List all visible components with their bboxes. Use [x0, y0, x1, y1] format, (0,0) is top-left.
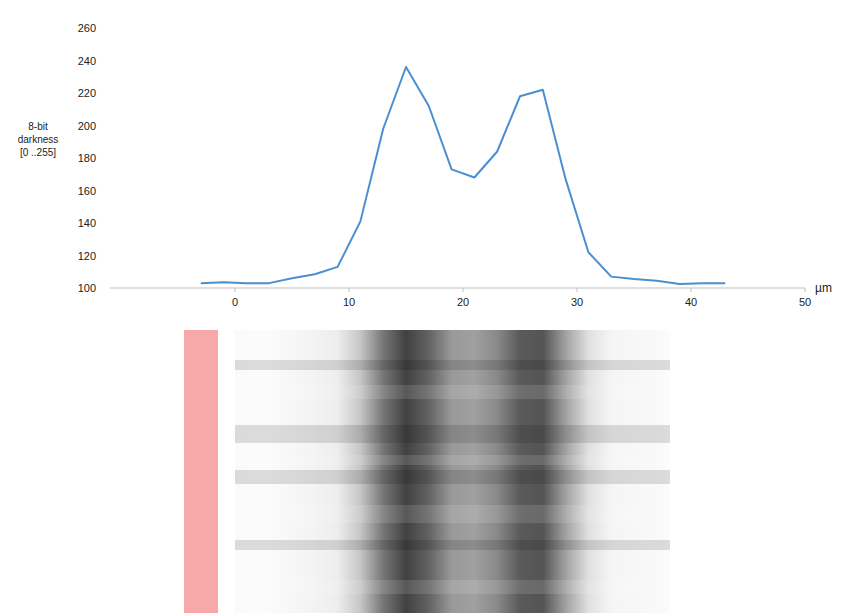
texture-streak — [235, 540, 670, 550]
x-tick-label: 20 — [457, 296, 469, 308]
y-tick — [106, 158, 110, 159]
y-tick-label: 260 — [78, 22, 96, 34]
x-tick — [463, 288, 464, 292]
y-tick-label: 120 — [78, 250, 96, 262]
texture-streak — [235, 455, 670, 465]
x-tick-label: 0 — [232, 296, 238, 308]
y-axis-title: 8-bit darkness [0 ..255] — [18, 121, 59, 158]
line — [201, 67, 725, 284]
y-tick-label: 160 — [78, 185, 96, 197]
y-tick — [106, 60, 110, 61]
y-tick-label: 180 — [78, 152, 96, 164]
y-tick — [106, 125, 110, 126]
texture-streak — [235, 470, 670, 484]
x-tick — [235, 288, 236, 292]
texture-streak — [235, 360, 670, 370]
x-tick-label: 40 — [685, 296, 697, 308]
x-tick-label: 50 — [799, 296, 811, 308]
y-tick — [106, 93, 110, 94]
texture-streak — [235, 505, 670, 523]
x-tick-label: 10 — [343, 296, 355, 308]
micrograph-texture — [235, 360, 670, 594]
plot-area — [201, 67, 725, 284]
y-tick — [106, 288, 110, 289]
y-tick — [106, 190, 110, 191]
y-tick — [106, 255, 110, 256]
y-tick — [106, 28, 110, 29]
y-tick-label: 220 — [78, 87, 96, 99]
y-tick-label: 240 — [78, 55, 96, 67]
y-tick-label: 100 — [78, 282, 96, 294]
x-tick — [691, 288, 692, 292]
y-axis-title-line: [0 ..255] — [20, 147, 56, 158]
texture-streak — [235, 580, 670, 594]
micrograph — [235, 330, 670, 613]
x-tick — [349, 288, 350, 292]
x-tick-label: 30 — [571, 296, 583, 308]
texture-streak — [235, 425, 670, 443]
y-axis-title-line: darkness — [18, 134, 59, 145]
y-tick-label: 140 — [78, 217, 96, 229]
texture-streak — [235, 385, 670, 399]
chart: 0 10 20 30 40 50 100 120 140 160 180 200 220 240 260 8-… — [0, 0, 842, 613]
x-axis — [110, 288, 805, 289]
y-tick — [106, 223, 110, 224]
x-tick — [577, 288, 578, 292]
y-tick-label: 200 — [78, 120, 96, 132]
y-axis-title-line: 8-bit — [28, 121, 48, 132]
x-axis-title: µm — [815, 281, 832, 295]
x-tick — [805, 288, 806, 292]
marker-bar — [184, 330, 218, 613]
